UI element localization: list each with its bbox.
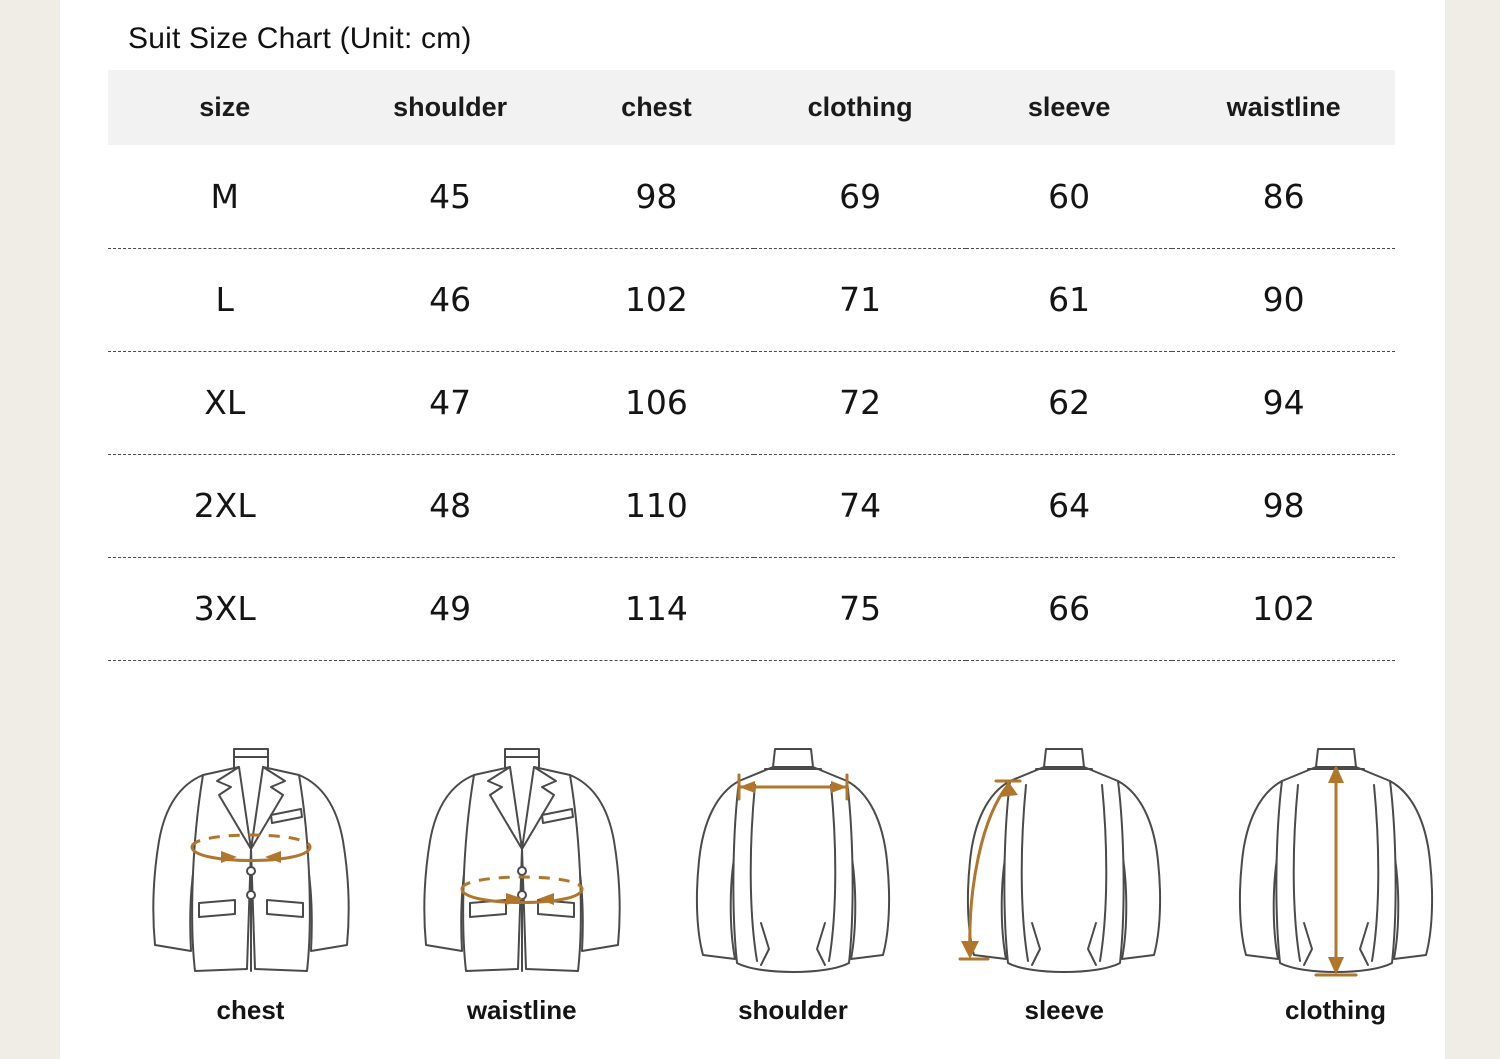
cell-size: L xyxy=(108,247,342,351)
table-row: L 46 102 71 61 90 xyxy=(108,247,1395,351)
column-header-shoulder: shoulder xyxy=(393,92,508,122)
cell-waistline: 94 xyxy=(1172,350,1395,454)
cell-size: XL xyxy=(108,350,342,454)
size-chart-table: size shoulder chest clothing sleeve wais… xyxy=(108,70,1395,661)
cell-shoulder: 48 xyxy=(341,453,559,557)
cell-clothing: 71 xyxy=(754,247,966,351)
table-row: M 45 98 69 60 86 xyxy=(108,145,1395,248)
cell-shoulder: 46 xyxy=(341,247,559,351)
cell-waistline: 90 xyxy=(1172,247,1395,351)
cell-clothing: 75 xyxy=(754,556,966,661)
table-row: XL 47 106 72 62 94 xyxy=(108,350,1395,454)
diagram-chest: chest xyxy=(128,737,373,1026)
diagram-label-waistline: waistline xyxy=(466,995,577,1025)
cell-waistline: 86 xyxy=(1262,176,1305,216)
page-title: Suit Size Chart (Unit: cm) xyxy=(128,22,472,55)
cell-sleeve: 66 xyxy=(965,556,1173,661)
table-row: 2XL 48 110 74 64 98 xyxy=(108,453,1395,557)
content-panel: Suit Size Chart (Unit: cm) size shoulder… xyxy=(60,0,1445,1059)
cell-chest: 106 xyxy=(558,350,755,454)
measurement-diagrams: chest xyxy=(128,726,1458,1026)
cell-clothing: 72 xyxy=(754,350,966,454)
diagram-label-clothing: clothing xyxy=(1284,995,1387,1025)
cell-waistline: 102 xyxy=(1172,556,1395,661)
column-header-sleeve: sleeve xyxy=(1027,92,1111,122)
table-body: M 45 98 69 60 86 L 46 102 71 61 90 XL 47… xyxy=(108,145,1395,661)
suit-front-waistline-icon xyxy=(423,748,621,972)
suit-front-chest-icon xyxy=(151,748,350,972)
diagram-waistline: waistline xyxy=(399,737,644,1026)
cell-sleeve: 62 xyxy=(965,350,1173,454)
cell-sleeve: 60 xyxy=(1048,176,1091,216)
column-header-chest: chest xyxy=(621,92,692,122)
diagram-sleeve: sleeve xyxy=(942,737,1187,1026)
suit-back-clothing-length-icon xyxy=(1238,748,1433,977)
cell-size: 3XL xyxy=(108,556,342,661)
diagram-label-chest: chest xyxy=(216,995,285,1025)
cell-shoulder: 49 xyxy=(341,556,559,661)
table-header: size shoulder chest clothing sleeve wais… xyxy=(108,70,1395,145)
cell-chest: 114 xyxy=(558,556,755,661)
cell-size: 2XL xyxy=(108,453,342,557)
diagram-shoulder: shoulder xyxy=(671,737,916,1026)
column-header-waistline: waistline xyxy=(1226,92,1341,122)
cell-clothing: 74 xyxy=(754,453,966,557)
cell-chest: 102 xyxy=(558,247,755,351)
cell-size: M xyxy=(210,176,239,216)
cell-chest: 110 xyxy=(558,453,755,557)
diagram-label-sleeve: sleeve xyxy=(1024,995,1105,1025)
suit-back-sleeve-icon xyxy=(958,748,1162,973)
table-header-row: size shoulder chest clothing sleeve wais… xyxy=(108,70,1395,145)
table-row: 3XL 49 114 75 66 102 xyxy=(108,556,1395,661)
cell-shoulder: 45 xyxy=(429,176,472,216)
column-header-clothing: clothing xyxy=(807,92,913,122)
column-header-size: size xyxy=(199,92,251,122)
diagram-label-shoulder: shoulder xyxy=(738,995,848,1025)
cell-sleeve: 61 xyxy=(965,247,1173,351)
cell-clothing: 69 xyxy=(839,176,882,216)
cell-chest: 98 xyxy=(635,176,678,216)
diagram-clothing: clothing xyxy=(1213,737,1458,1026)
cell-sleeve: 64 xyxy=(965,453,1173,557)
cell-waistline: 98 xyxy=(1172,453,1395,557)
cell-shoulder: 47 xyxy=(341,350,559,454)
suit-back-shoulder-icon xyxy=(695,748,891,973)
